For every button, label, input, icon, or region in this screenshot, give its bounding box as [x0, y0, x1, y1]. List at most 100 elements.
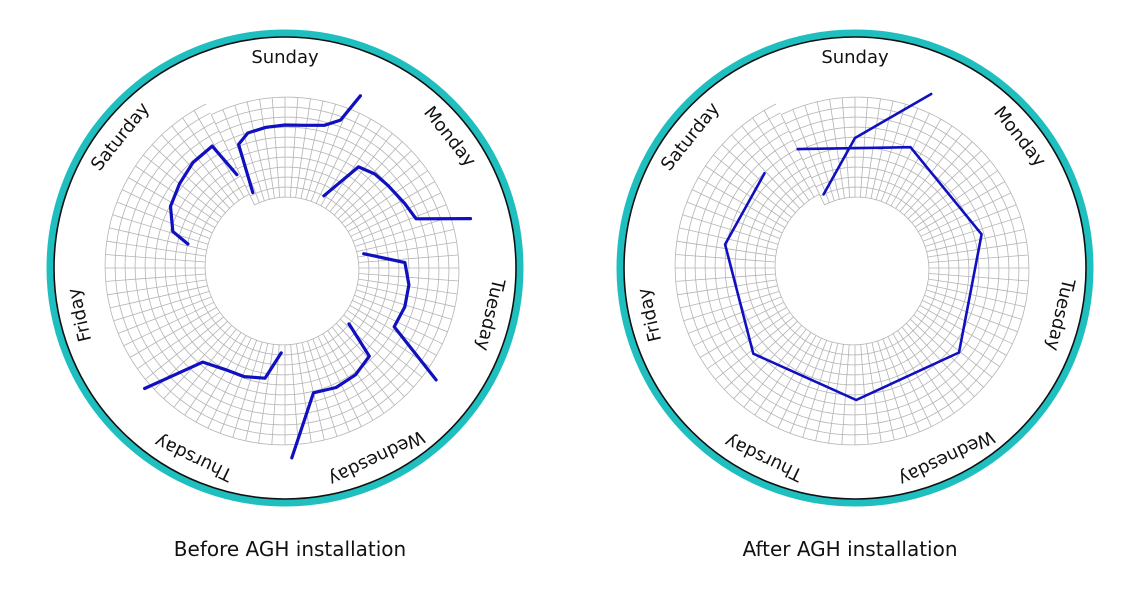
grid-spoke [877, 340, 908, 437]
grid-spoke [109, 227, 207, 251]
grid-spoke [777, 337, 822, 429]
grid-spoke [928, 278, 1028, 295]
grid-spoke [343, 314, 423, 378]
grid-spoke [911, 160, 991, 224]
grid-spoke [741, 125, 805, 205]
grid-spoke [875, 104, 906, 200]
grid-spoke [210, 114, 255, 206]
grid-spoke [163, 325, 233, 399]
grid-spoke [106, 240, 206, 257]
grid-spoke [780, 114, 825, 206]
day-label-thursday: Thursday [721, 430, 807, 486]
grid-spoke [352, 204, 447, 242]
grid-spoke [860, 344, 869, 445]
series-line-thursday [143, 351, 283, 391]
grid-spoke [925, 289, 1022, 320]
series-line-sunday [237, 94, 362, 195]
series-line-sunday [822, 92, 933, 196]
grid-spoke [118, 296, 212, 334]
grid-spoke [245, 343, 269, 441]
grid-band [744, 166, 960, 376]
grid-spoke [713, 154, 792, 218]
grid-spoke [885, 113, 930, 204]
grid-band [754, 175, 950, 366]
day-label-thursday: Thursday [151, 430, 237, 486]
grid-spoke [677, 279, 777, 296]
grid-band [184, 175, 380, 366]
grid-spoke [909, 318, 984, 388]
grid-spoke [926, 229, 1025, 253]
grid-spoke [137, 311, 221, 370]
grid-spoke [890, 118, 942, 207]
grid-spoke [816, 101, 840, 200]
grid-spoke [723, 321, 798, 390]
grid-spoke [315, 113, 360, 204]
inner-ring [53, 36, 517, 500]
grid-spoke [870, 100, 894, 199]
grid-spoke [765, 335, 817, 423]
day-label-monday: Monday [419, 102, 480, 171]
grid-spoke [296, 343, 312, 443]
grid-spoke [173, 328, 237, 408]
grid-spoke [924, 216, 1021, 247]
grid-spoke [354, 216, 451, 247]
grid-spoke [312, 338, 350, 433]
grid-spoke [927, 284, 1025, 308]
grid-spoke [105, 254, 206, 263]
grid-band [734, 156, 970, 386]
outer-ring [616, 29, 1094, 507]
grid-spoke [882, 338, 920, 433]
grid-spoke [892, 333, 944, 421]
grid-spoke [752, 117, 810, 201]
grid-spoke [341, 160, 421, 224]
grid-spoke [698, 177, 786, 228]
grid-spoke [300, 100, 324, 199]
caption-after: After AGH installation [742, 537, 958, 561]
grid-spoke [733, 325, 803, 399]
grid-spoke [259, 99, 275, 199]
day-label-friday: Friday [633, 286, 666, 344]
grid-spoke [913, 314, 993, 378]
grid-spoke [110, 285, 208, 309]
grid-spoke [721, 144, 796, 213]
grid-spoke [895, 125, 953, 209]
grid-spoke [151, 144, 226, 213]
grid-spoke [356, 229, 455, 253]
grid-spoke [880, 108, 919, 202]
grid-spoke [692, 189, 783, 234]
grid-spoke [310, 108, 349, 202]
grid-spoke [346, 309, 430, 367]
grid-spoke [112, 214, 209, 245]
grid-spoke [271, 97, 281, 198]
grid-spoke [683, 291, 780, 322]
grid-spoke [305, 104, 336, 200]
grid-spoke [922, 204, 1017, 242]
grid-spoke [171, 125, 235, 205]
grid-spoke [289, 97, 299, 198]
grid-spoke [928, 254, 1029, 263]
grid-spoke [336, 323, 405, 397]
grid-spoke [887, 336, 932, 427]
grid-spoke [792, 109, 830, 203]
day-label-saturday: Saturday [657, 98, 724, 175]
grid-spoke [333, 141, 403, 216]
grid-spoke [347, 181, 435, 232]
grid-spoke [290, 344, 299, 445]
grid-spoke [903, 141, 973, 216]
series-line-full-week [723, 145, 983, 402]
day-label-monday: Monday [989, 102, 1050, 171]
grid-spoke [743, 328, 807, 408]
grid-spoke [897, 330, 955, 414]
caption-before: Before AGH installation [173, 537, 407, 561]
grid-band [164, 156, 400, 386]
grid-spoke [143, 154, 222, 218]
grid-spoke [116, 201, 211, 239]
grid-spoke [675, 273, 776, 282]
grid-spoke [928, 273, 1029, 282]
day-label-sunday: Sunday [251, 47, 319, 68]
grid-spoke [907, 150, 982, 219]
grid-spoke [122, 189, 213, 234]
grid-spoke [754, 332, 812, 416]
polar-chart-before: SundayMondayTuesdayWednesdayThursdayFrid… [46, 29, 524, 507]
